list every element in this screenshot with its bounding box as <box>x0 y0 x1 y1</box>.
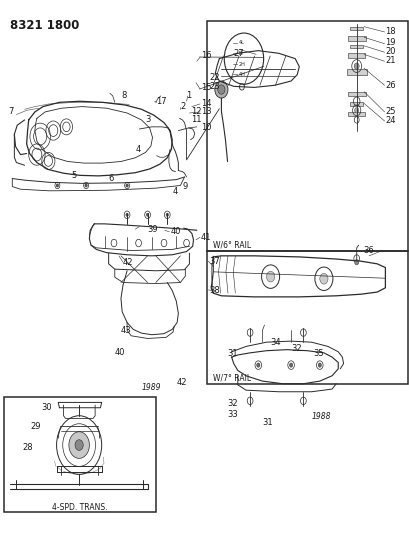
Text: 4H: 4H <box>238 72 245 77</box>
Text: 8321 1800: 8321 1800 <box>10 19 79 31</box>
Text: 26: 26 <box>384 81 395 90</box>
Circle shape <box>217 85 225 94</box>
Text: 9: 9 <box>182 182 187 191</box>
Circle shape <box>146 213 148 216</box>
Text: 15: 15 <box>200 84 211 92</box>
Text: 39: 39 <box>147 225 158 233</box>
Text: 4: 4 <box>135 145 140 154</box>
Text: 13: 13 <box>200 108 211 116</box>
Text: 42: 42 <box>176 378 187 386</box>
Circle shape <box>126 184 128 187</box>
Text: 34: 34 <box>270 338 281 347</box>
Circle shape <box>256 363 259 367</box>
Text: 20: 20 <box>384 47 395 56</box>
Polygon shape <box>346 69 366 75</box>
Polygon shape <box>349 102 362 106</box>
Text: 38: 38 <box>209 286 219 295</box>
Circle shape <box>354 108 358 113</box>
Circle shape <box>56 184 58 187</box>
Text: 32: 32 <box>227 399 238 408</box>
Text: 23: 23 <box>209 82 219 91</box>
Text: 29: 29 <box>31 422 41 431</box>
Text: 41: 41 <box>200 233 211 241</box>
Circle shape <box>353 63 358 69</box>
Polygon shape <box>348 53 364 58</box>
Text: W/7° RAIL: W/7° RAIL <box>213 374 251 383</box>
Text: 1989: 1989 <box>141 383 161 392</box>
Text: 2: 2 <box>180 102 185 111</box>
Text: 11: 11 <box>190 116 201 124</box>
Text: 18: 18 <box>384 28 395 36</box>
Polygon shape <box>349 45 362 48</box>
Text: 21: 21 <box>384 56 395 65</box>
Text: 28: 28 <box>22 443 33 452</box>
Text: 4: 4 <box>172 188 177 196</box>
Text: 8: 8 <box>121 92 126 100</box>
Polygon shape <box>347 92 365 96</box>
Polygon shape <box>347 36 365 41</box>
Text: W/6° RAIL: W/6° RAIL <box>213 241 251 249</box>
Circle shape <box>319 273 327 284</box>
Text: 24: 24 <box>384 117 395 125</box>
Polygon shape <box>349 27 362 30</box>
Text: 31: 31 <box>227 349 238 358</box>
Text: 3: 3 <box>145 116 151 124</box>
Text: 32: 32 <box>290 344 301 352</box>
Circle shape <box>75 440 83 450</box>
Circle shape <box>289 363 292 367</box>
Text: 30: 30 <box>41 403 52 412</box>
Text: 5: 5 <box>72 172 77 180</box>
Circle shape <box>317 363 321 367</box>
Circle shape <box>69 432 89 458</box>
Polygon shape <box>348 112 364 116</box>
Text: 6: 6 <box>108 174 114 183</box>
Text: 31: 31 <box>262 418 272 426</box>
Text: 25: 25 <box>384 108 395 116</box>
Text: 2H: 2H <box>238 61 245 67</box>
Text: 1: 1 <box>186 92 191 100</box>
Circle shape <box>354 260 358 265</box>
Text: 33: 33 <box>227 410 238 419</box>
Text: 4-SPD. TRANS.: 4-SPD. TRANS. <box>52 503 108 512</box>
Text: 40: 40 <box>170 228 180 236</box>
Text: 27: 27 <box>233 49 244 58</box>
Text: 36: 36 <box>362 246 373 255</box>
Text: 10: 10 <box>200 124 211 132</box>
Text: 17: 17 <box>155 97 166 106</box>
Text: 43: 43 <box>121 326 131 335</box>
Circle shape <box>85 184 87 187</box>
Text: 19: 19 <box>384 38 395 47</box>
Text: 7: 7 <box>8 108 13 116</box>
Text: 16: 16 <box>200 52 211 60</box>
Text: 12: 12 <box>190 108 201 116</box>
Text: 42: 42 <box>123 258 133 266</box>
Text: N: N <box>238 51 242 56</box>
Text: 22: 22 <box>209 73 219 82</box>
Text: 37: 37 <box>209 257 219 265</box>
Text: 1988: 1988 <box>311 413 330 421</box>
Text: 14: 14 <box>200 100 211 108</box>
Text: 40: 40 <box>115 349 125 357</box>
Text: 4L: 4L <box>238 41 244 45</box>
Text: 35: 35 <box>313 349 324 358</box>
Circle shape <box>266 271 274 282</box>
Circle shape <box>126 213 128 216</box>
Circle shape <box>166 213 168 216</box>
Circle shape <box>214 81 227 98</box>
